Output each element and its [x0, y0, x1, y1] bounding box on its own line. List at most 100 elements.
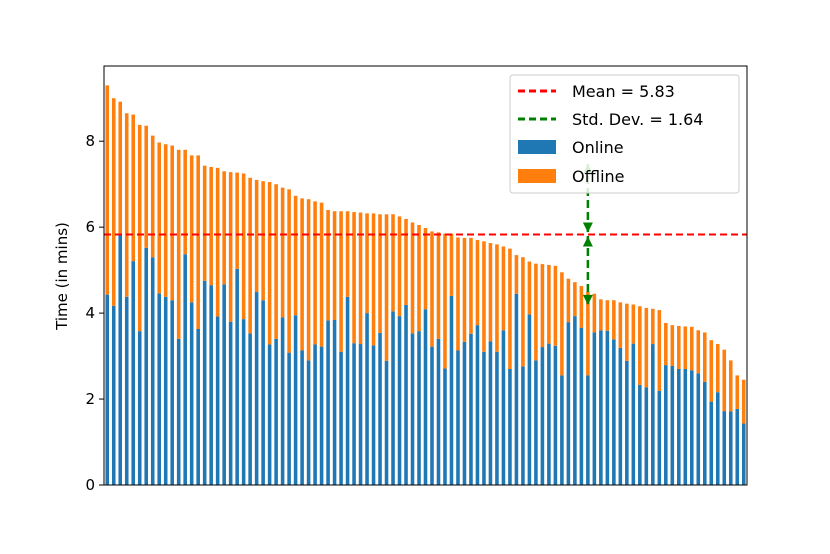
online-bar: [735, 408, 740, 485]
online-bar: [105, 294, 110, 485]
online-bar: [280, 317, 285, 485]
offline-bar: [215, 167, 220, 317]
online-bar: [443, 368, 447, 485]
online-bars: [105, 234, 746, 485]
online-bar: [150, 257, 155, 485]
offline-bar: [508, 248, 512, 369]
offline-bar: [222, 171, 226, 285]
offline-bar: [469, 237, 473, 334]
online-bar: [482, 351, 486, 485]
y-tick-label: 8: [85, 132, 95, 150]
offline-bar: [586, 291, 590, 376]
online-bar: [124, 296, 129, 485]
online-bar: [702, 381, 707, 485]
online-bar: [592, 332, 597, 485]
online-bar: [586, 375, 590, 485]
offline-bar: [488, 243, 493, 342]
online-bar: [397, 316, 402, 485]
offline-bar: [553, 265, 558, 346]
online-bar: [274, 338, 278, 485]
online-bar: [404, 304, 408, 485]
online-bar: [144, 247, 149, 485]
std-dev-arrowhead: [582, 294, 593, 305]
online-bar: [189, 302, 194, 485]
offline-bar: [248, 177, 252, 334]
online-bar: [638, 384, 642, 485]
offline-bar: [235, 172, 239, 269]
online-bar: [462, 341, 467, 485]
online-bar: [430, 346, 434, 485]
offline-bar: [137, 124, 142, 332]
offline-bar: [547, 264, 551, 344]
online-bar: [235, 268, 239, 485]
offline-bar: [670, 325, 675, 366]
offline-bar: [378, 214, 382, 333]
offline-bar: [404, 218, 408, 305]
offline-bar: [735, 375, 740, 409]
offline-bar: [495, 244, 499, 352]
offline-bar: [475, 240, 480, 326]
online-bar: [547, 343, 551, 485]
online-bar: [241, 319, 246, 485]
offline-bar: [728, 360, 733, 412]
online-bar: [352, 343, 356, 485]
offline-bar: [449, 233, 454, 296]
offline-bar: [462, 237, 467, 342]
offline-bar: [540, 264, 545, 348]
online-bar: [436, 338, 441, 485]
offline-bar: [436, 232, 441, 339]
online-bar: [514, 293, 519, 485]
online-bar: [469, 333, 473, 485]
online-bar: [261, 300, 265, 485]
y-axis-label: Time (in mins): [53, 222, 71, 331]
online-bar: [475, 325, 480, 485]
online-bar: [605, 330, 610, 485]
online-bar: [248, 333, 252, 485]
online-bar: [183, 254, 187, 485]
offline-bar: [430, 231, 434, 347]
offline-bar: [741, 379, 746, 424]
online-bar: [709, 401, 714, 485]
legend-label: Online: [572, 138, 624, 157]
offline-bar: [274, 184, 278, 339]
offline-bar: [209, 166, 213, 286]
online-bar: [566, 322, 571, 485]
offline-bar: [521, 257, 525, 367]
online-bar: [625, 360, 629, 485]
offline-bar: [280, 187, 285, 318]
legend-label: Mean = 5.83: [572, 82, 675, 101]
online-bar: [345, 296, 350, 485]
online-bar: [579, 327, 584, 485]
offline-bar: [417, 225, 421, 332]
online-bar: [599, 330, 603, 485]
online-bar: [306, 360, 311, 485]
offline-bar: [715, 344, 720, 393]
offline-bar: [397, 216, 402, 317]
online-bar: [631, 343, 636, 485]
offline-bar: [625, 303, 629, 361]
offline-bar: [657, 310, 662, 391]
online-bar: [300, 350, 304, 485]
online-bar: [163, 296, 168, 485]
offline-bar: [326, 209, 330, 321]
offline-bar: [287, 189, 291, 353]
offline-bar: [371, 213, 376, 346]
offline-bar: [690, 326, 694, 371]
online-bar: [384, 360, 389, 485]
online-bar: [176, 338, 181, 485]
online-bar: [573, 316, 577, 485]
legend-patch: [518, 140, 556, 154]
offline-bar: [612, 300, 616, 340]
offline-bar: [631, 304, 636, 344]
online-bar: [683, 368, 688, 485]
offline-bar: [534, 263, 538, 361]
online-bar: [690, 370, 694, 485]
offline-bar: [254, 179, 259, 293]
online-bar: [111, 305, 116, 485]
offline-bar: [163, 144, 168, 297]
offline-bar: [345, 211, 350, 297]
online-bar: [202, 280, 207, 485]
offline-bar: [482, 241, 486, 352]
offline-bar: [300, 198, 304, 351]
offline-bar: [527, 261, 532, 315]
